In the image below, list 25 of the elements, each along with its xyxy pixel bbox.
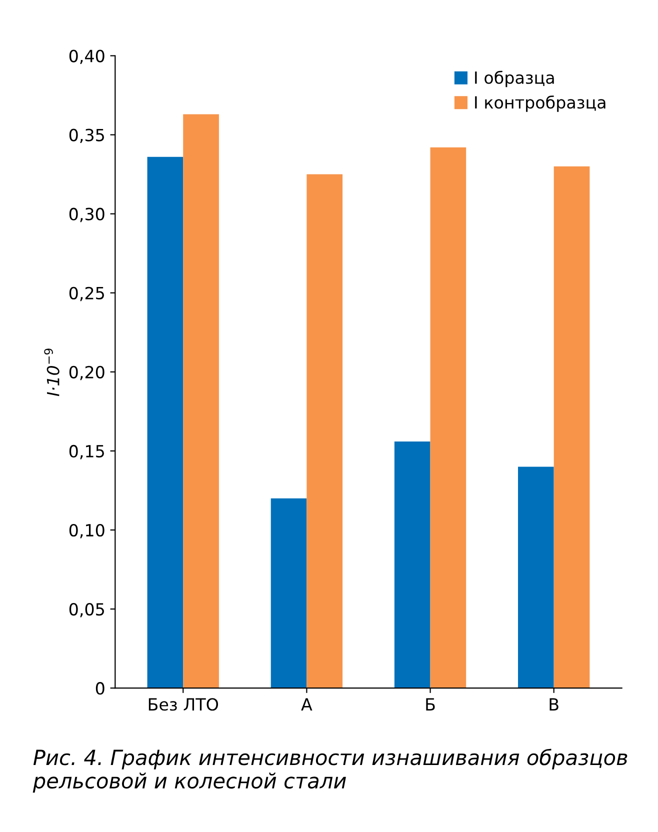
text: Рис. 4. График интенсивности изнашивания образцов рельсовой и колесной стали — [32, 748, 628, 793]
y-tick-label: 0,05 — [69, 602, 104, 618]
bar — [554, 166, 590, 688]
bar — [518, 466, 554, 688]
x-tick-label: Б — [426, 698, 435, 710]
bar — [306, 174, 343, 688]
x-tick-label: В — [550, 698, 558, 710]
y-axis-title: I·10$^{−9}$ — [44, 348, 60, 396]
y-tick-label: 0,20 — [69, 366, 104, 380]
bar — [430, 147, 466, 688]
y-tick-label: 0,35 — [69, 128, 104, 144]
legend-label: I образца — [475, 70, 554, 88]
y-tick-label: 0,30 — [69, 208, 104, 222]
x-tick-label: Без ЛТО — [148, 698, 218, 711]
bar — [183, 114, 219, 688]
y-tick-label: 0,10 — [69, 524, 104, 538]
bar — [147, 156, 184, 688]
bar — [270, 498, 307, 688]
bar — [394, 441, 430, 688]
x-tick-label: А — [301, 698, 312, 710]
y-tick-label: 0,40 — [69, 50, 104, 64]
y-tick-label: 0 — [96, 682, 104, 695]
y-tick-label: 0,25 — [69, 286, 104, 302]
y-tick-label: 0,15 — [69, 444, 104, 460]
legend-label: I контробразца — [475, 95, 606, 112]
